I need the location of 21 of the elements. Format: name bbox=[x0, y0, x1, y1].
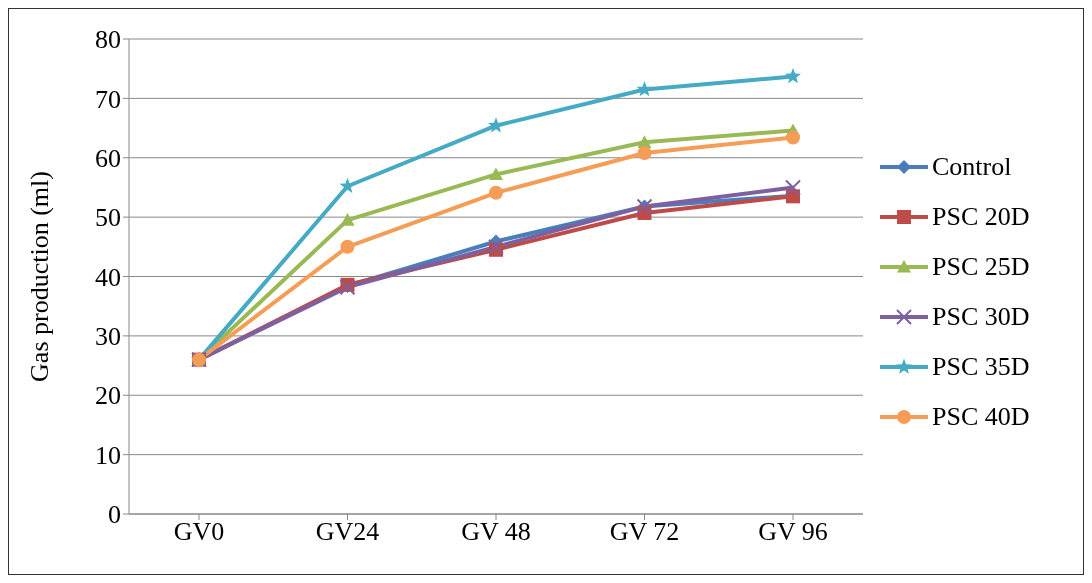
x-tick-label: GV0 bbox=[173, 517, 225, 547]
y-tick-label: 20 bbox=[95, 381, 121, 411]
legend-label: Control bbox=[932, 151, 1012, 182]
y-tick-label: 30 bbox=[95, 322, 121, 352]
legend-label: PSC 35D bbox=[932, 351, 1030, 382]
legend-label: PSC 30D bbox=[932, 301, 1030, 332]
y-tick-label: 70 bbox=[95, 84, 121, 114]
legend-label: PSC 20D bbox=[932, 201, 1030, 232]
y-tick-label: 40 bbox=[95, 262, 121, 292]
x-tick-label: GV24 bbox=[315, 517, 380, 547]
y-tick-label: 80 bbox=[95, 25, 121, 55]
legend-label: PSC 25D bbox=[932, 251, 1030, 282]
x-tick-label: GV 96 bbox=[758, 517, 828, 547]
y-tick-label: 0 bbox=[108, 500, 121, 530]
y-tick-label: 60 bbox=[95, 143, 121, 173]
y-tick-label: 50 bbox=[95, 203, 121, 233]
y-tick-label: 10 bbox=[95, 440, 121, 470]
legend-label: PSC 40D bbox=[932, 401, 1030, 432]
x-tick-label: GV 48 bbox=[461, 517, 531, 547]
y-axis-title: Gas production (ml) bbox=[25, 171, 55, 382]
x-tick-label: GV 72 bbox=[609, 517, 680, 547]
